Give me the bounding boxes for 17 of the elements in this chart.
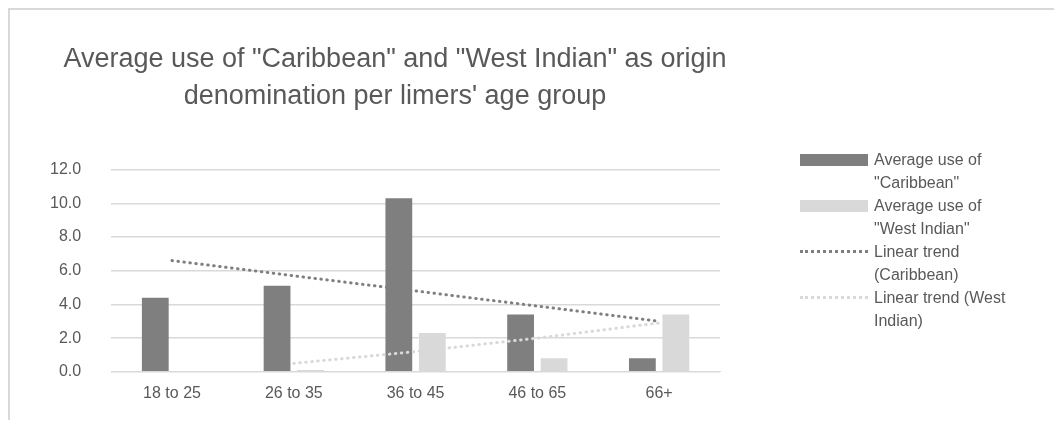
x-tick-label: 36 to 45: [386, 383, 445, 401]
y-tick-label: 10.0: [50, 193, 82, 211]
y-tick-label: 4.0: [58, 294, 82, 312]
x-tick-label: 26 to 35: [264, 383, 323, 401]
x-tick-label: 18 to 25: [143, 383, 202, 401]
legend-label: Average use of "West Indian": [874, 196, 983, 239]
y-tick-label: 0.0: [58, 362, 82, 380]
y-tick-label: 8.0: [58, 227, 82, 245]
chart-title: Average use of "Caribbean" and "West Indian" as origin denomination per limers' age group: [62, 42, 728, 112]
y-tick-label: 2.0: [58, 328, 82, 346]
legend-label: Average use of "Caribbean": [874, 150, 983, 193]
legend-label: Linear trend (West Indian): [874, 288, 1007, 331]
x-tick-label: 46 to 65: [508, 383, 567, 401]
legend-label: Linear trend (Caribbean): [874, 242, 961, 285]
y-tick-label: 6.0: [58, 261, 82, 279]
x-tick-label: 66+: [645, 383, 673, 401]
y-tick-label: 12.0: [50, 160, 82, 178]
